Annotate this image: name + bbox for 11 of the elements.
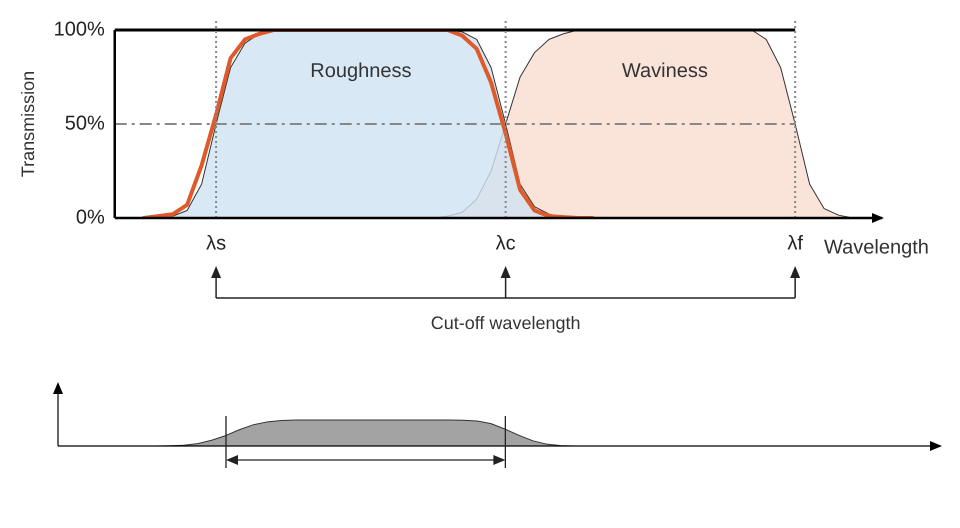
y-axis-title: Transmission [18,70,38,178]
series-label: Roughness [310,60,412,82]
x-axis-title: Wavelength [824,236,929,259]
y-tick-label: 50% [64,112,105,135]
x-tick-label: λf [787,232,804,255]
x-tick-label: λs [206,232,226,255]
series-label: Waviness [622,60,708,82]
y-tick-label: 100% [54,18,105,41]
y-tick-label: 0% [76,206,105,229]
text: Cut-off wavelength [430,312,580,333]
x-tick-label: λc [496,232,516,255]
